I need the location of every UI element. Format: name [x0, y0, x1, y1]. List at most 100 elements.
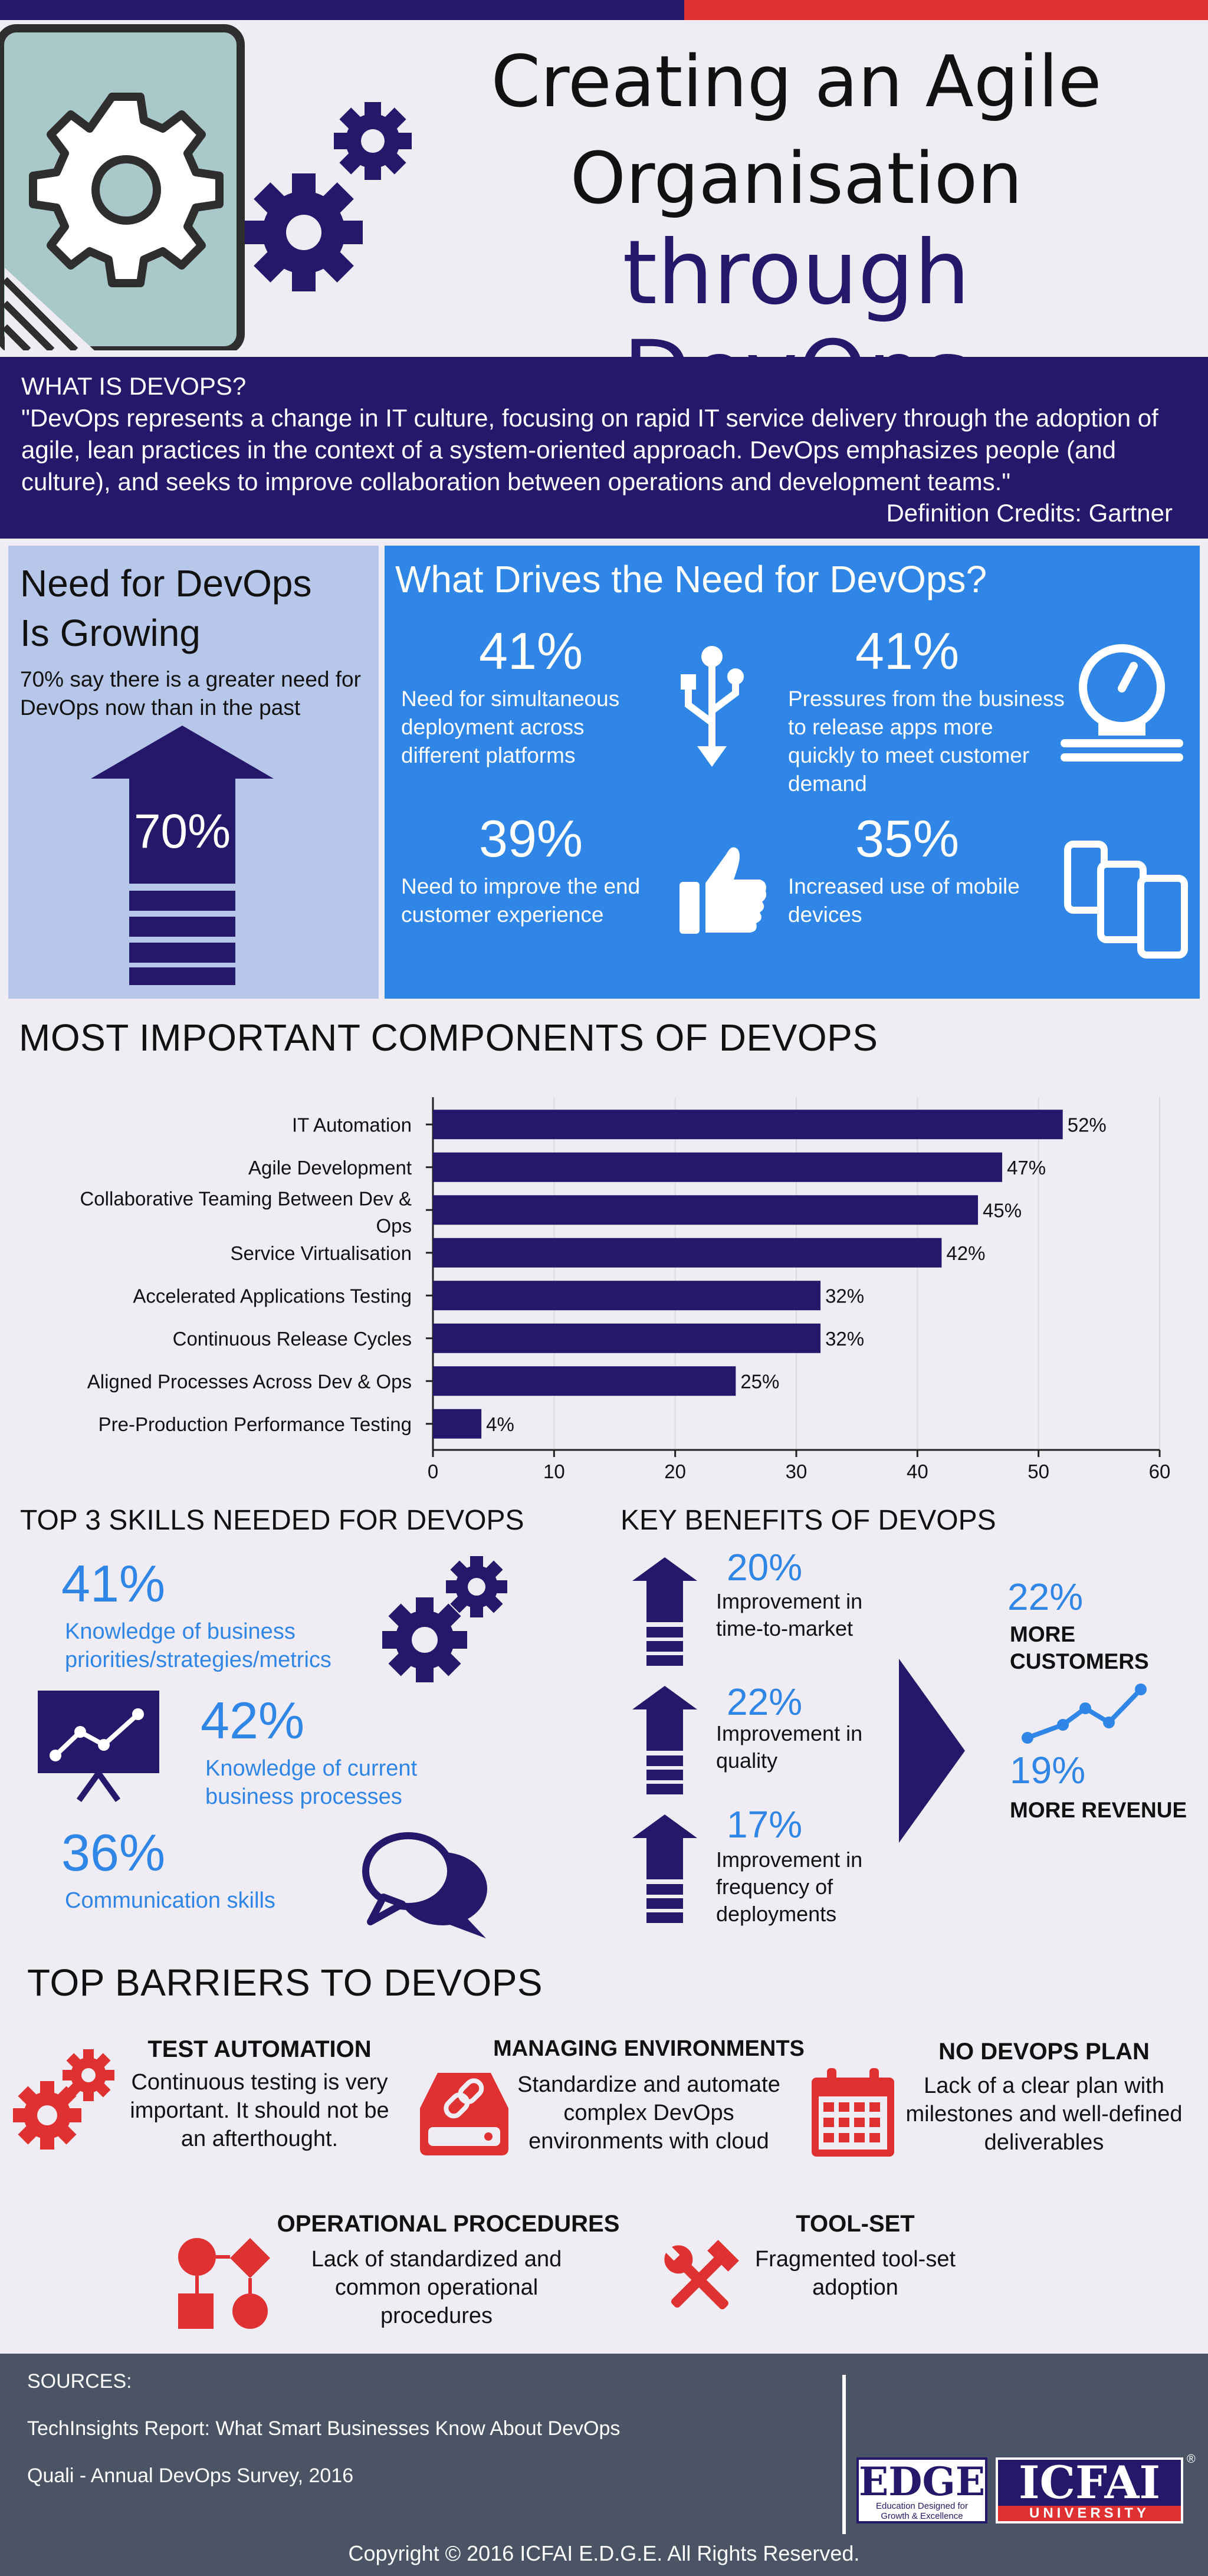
drivers-title: What Drives the Need for DevOps?: [395, 558, 987, 600]
benefit-text-3-line2: frequency of: [716, 1875, 833, 1899]
benefit-text-2-line1: Improvement in: [716, 1721, 863, 1745]
category-label: Service Virtualisation: [230, 1242, 412, 1264]
sources-label: SOURCES:: [27, 2370, 132, 2393]
benefit-pct-2: 22%: [727, 1681, 803, 1723]
bar-0: [433, 1110, 1063, 1140]
edge-logo-sub2: Growth & Excellence: [881, 2511, 963, 2521]
benefit-text-1-line2: time-to-market: [716, 1616, 854, 1640]
need-growing-panel: Need for DevOps Is Growing 70% say there…: [8, 546, 379, 999]
top-bar-navy: [0, 0, 684, 20]
footer-divider: [842, 2375, 846, 2534]
header-gear-illustration: [0, 24, 412, 350]
devices-icon: [1064, 841, 1188, 959]
top-bar-red: [684, 0, 1208, 20]
skill-text-1-line1: Knowledge of business: [65, 1619, 296, 1644]
barrier-text-5-line2: adoption: [812, 2275, 898, 2300]
edge-logo: EDGE Education Designed for Growth & Exc…: [856, 2457, 987, 2524]
bar-5: [433, 1323, 821, 1353]
outline-gear-icon: [29, 93, 224, 287]
x-tick-label: 10: [543, 1461, 565, 1482]
skill-pct-2: 42%: [201, 1691, 305, 1750]
bar-value-label: 52%: [1068, 1114, 1107, 1136]
skill-text-3-line1: Communication skills: [65, 1888, 275, 1913]
barrier-text-3-line3: deliverables: [984, 2130, 1104, 2155]
barrier-text-1-line3: an afterthought.: [180, 2127, 339, 2151]
result-pct-customers: 22%: [1007, 1576, 1084, 1618]
red-gears-icon: [13, 2049, 114, 2150]
barrier-heading-5: TOOL-SET: [796, 2211, 915, 2237]
bar-4: [433, 1281, 821, 1311]
result-pct-revenue: 19%: [1010, 1749, 1086, 1791]
skill-pct-3: 36%: [61, 1823, 166, 1882]
drivers-panel: What Drives the Need for DevOps? 41% Nee…: [385, 546, 1200, 999]
bar-value-label: 25%: [740, 1370, 779, 1392]
driver-pct-4: 35%: [855, 809, 960, 868]
barrier-text-1-line2: important. It should not be: [130, 2098, 389, 2123]
icfai-logo-title: ICFAI: [1018, 2456, 1161, 2509]
components-title: MOST IMPORTANT COMPONENTS OF DEVOPS: [19, 1016, 878, 1059]
what-is-heading: WHAT IS DEVOPS?: [21, 372, 247, 400]
need-subtitle: 70% say there is a greater need for DevO…: [20, 667, 361, 720]
barrier-text-2-line2: complex DevOps: [563, 2101, 734, 2125]
bar-value-label: 47%: [1007, 1157, 1046, 1179]
x-tick-label: 50: [1028, 1461, 1049, 1482]
results-triangle-icon: [899, 1659, 965, 1843]
calendar-icon: [812, 2068, 894, 2157]
bar-7: [433, 1409, 482, 1439]
bar-6: [433, 1366, 736, 1396]
barrier-heading-4: OPERATIONAL PROCEDURES: [277, 2211, 620, 2237]
driver-text-2: Pressures from the business to release a…: [788, 687, 1065, 796]
gears-icon: [382, 1556, 507, 1682]
benefit-pct-3: 17%: [727, 1803, 803, 1846]
x-tick-label: 0: [428, 1461, 438, 1482]
benefit-pct-1: 20%: [727, 1546, 803, 1589]
barrier-text-4-line2: common operational: [334, 2275, 539, 2300]
bar-value-label: 32%: [825, 1328, 864, 1350]
benefit-text-2-line2: quality: [716, 1748, 778, 1773]
definition-quote: "DevOps represents a change in IT cultur…: [21, 404, 1158, 495]
result-text-customers-line2: CUSTOMERS: [1010, 1649, 1149, 1673]
bar-value-label: 42%: [946, 1242, 985, 1264]
benefit-text-3-line1: Improvement in: [716, 1847, 863, 1872]
benefit-arrow-icon-3: [632, 1814, 697, 1923]
driver-text-1: Need for simultaneous deployment across …: [401, 687, 620, 767]
bar-3: [433, 1238, 942, 1268]
result-text-revenue: MORE REVENUE: [1010, 1798, 1187, 1822]
barriers-title: TOP BARRIERS TO DEVOPS: [27, 1961, 543, 2004]
x-tick-label: 30: [786, 1461, 807, 1482]
growth-arrow-icon: [91, 726, 274, 985]
thumbs-up-icon: [680, 847, 767, 934]
category-label-cont: Ops: [376, 1215, 412, 1236]
skill-text-1-line2: priorities/strategies/metrics: [65, 1648, 331, 1672]
title-line-2: Organisation: [570, 138, 1023, 220]
benefit-arrow-icon-2: [632, 1686, 697, 1794]
driver-text-4: Increased use of mobile devices: [788, 874, 1020, 927]
driver-text-3: Need to improve the end customer experie…: [401, 874, 641, 927]
barrier-text-1-line1: Continuous testing is very: [131, 2070, 388, 2095]
copyright: Copyright © 2016 ICFAI E.D.G.E. All Righ…: [348, 2541, 860, 2565]
result-text-customers-line1: MORE: [1010, 1622, 1075, 1646]
barrier-text-4-line1: Lack of standardized and: [311, 2247, 562, 2272]
gear-large-icon: [245, 173, 363, 291]
barrier-text-2-line3: environments with cloud: [528, 2129, 769, 2154]
icfai-registered-mark: ®: [1187, 2453, 1196, 2466]
chat-bubbles-icon: [362, 1832, 487, 1938]
title-line-1: Creating an Agile: [491, 41, 1102, 123]
components-chart: 0 10 20 30 40 50 60 52% IT Automation 47% Agile De…: [80, 1097, 1171, 1482]
presentation-chart-icon: [38, 1691, 159, 1802]
gear-small-icon: [334, 102, 412, 180]
driver-pct-2: 41%: [855, 622, 960, 680]
need-title-line2: Is Growing: [20, 612, 201, 654]
flowchart-icon: [178, 2238, 270, 2329]
edge-logo-sub1: Education Designed for: [876, 2501, 968, 2511]
category-label: Aligned Processes Across Dev & Ops: [87, 1370, 412, 1392]
footer: SOURCES: TechInsights Report: What Smart…: [0, 2354, 1208, 2576]
category-label: Accelerated Applications Testing: [133, 1285, 412, 1307]
what-is-devops-band: WHAT IS DEVOPS? "DevOps represents a cha…: [0, 357, 1208, 539]
barrier-text-2-line1: Standardize and automate: [517, 2072, 780, 2097]
benefit-text-3-line3: deployments: [716, 1902, 837, 1926]
x-tick-label: 60: [1149, 1461, 1171, 1482]
bar-2: [433, 1195, 978, 1225]
benefits-title: KEY BENEFITS OF DEVOPS: [621, 1505, 996, 1536]
need-arrow-value: 70%: [133, 805, 231, 858]
